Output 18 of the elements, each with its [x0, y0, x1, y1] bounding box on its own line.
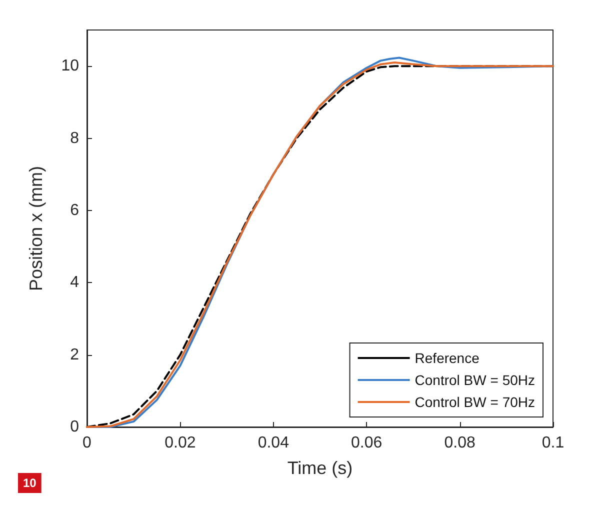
legend-label: Control BW = 70Hz	[414, 394, 536, 410]
y-tick-label: 8	[70, 130, 80, 147]
x-axis-title: Time (s)	[287, 458, 353, 478]
y-tick-label: 10	[61, 58, 80, 75]
y-axis-title: Position x (mm)	[26, 166, 46, 292]
y-tick-label: 2	[70, 346, 80, 364]
x-tick-label: 0.08	[444, 434, 476, 452]
x-tick-label: 0	[82, 434, 92, 452]
x-tick-label: 0.1	[542, 434, 564, 452]
x-tick-label: 0.02	[164, 434, 196, 452]
text: 10	[23, 476, 37, 490]
legend-label: Control BW = 50Hz	[414, 372, 536, 388]
y-tick-label: 4	[70, 274, 80, 292]
legend-label: Reference	[414, 350, 480, 366]
x-tick-label: 0.06	[351, 434, 382, 452]
x-tick-label: 0.04	[258, 434, 290, 452]
y-tick-label: 0	[70, 418, 80, 436]
y-tick-label: 6	[70, 202, 80, 219]
